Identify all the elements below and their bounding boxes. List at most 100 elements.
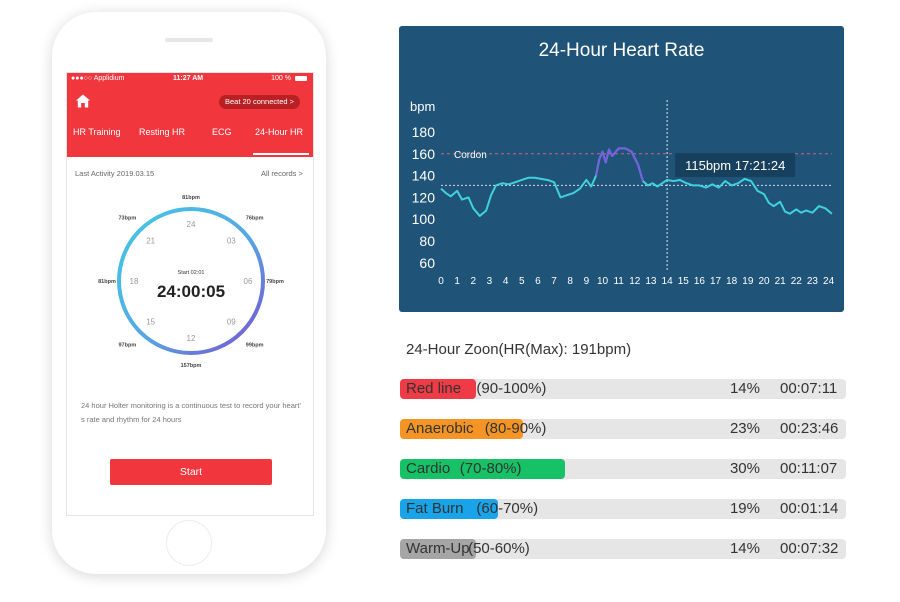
x-tick-label: 11 bbox=[613, 276, 624, 287]
x-tick-label: 8 bbox=[567, 276, 573, 287]
tab-resting-hr[interactable]: Resting HR bbox=[139, 127, 186, 137]
holter-description: 24 hour Holter monitoring is a continuou… bbox=[81, 401, 301, 424]
zone-bar-fill bbox=[400, 499, 499, 519]
zone-bar-track bbox=[400, 379, 846, 399]
carrier-label: ●●●○○ Applidium bbox=[71, 75, 125, 82]
zone-bar-track bbox=[400, 539, 846, 559]
dial-hour-label: 09 bbox=[227, 317, 236, 326]
dial-ring bbox=[117, 207, 265, 355]
zone-bar-track bbox=[400, 499, 846, 519]
x-tick-label: 7 bbox=[551, 276, 557, 287]
zone-percent: 30% bbox=[729, 460, 760, 477]
tab-ecg[interactable]: ECG bbox=[212, 127, 232, 137]
dial-hour-label: 06 bbox=[244, 277, 253, 286]
start-button[interactable]: Start bbox=[110, 459, 272, 485]
zone-bar-fill bbox=[400, 539, 476, 559]
zone-name: Cardio bbox=[406, 460, 451, 477]
zone-percent: 23% bbox=[729, 420, 760, 437]
x-tick-label: 17 bbox=[710, 276, 722, 287]
dial-hour-label: 24 bbox=[187, 220, 196, 229]
dial-bpm-label: 81bpm bbox=[98, 279, 116, 285]
dial-start-label: Start 02:01 bbox=[178, 270, 205, 276]
y-tick-label: 100 bbox=[412, 211, 436, 227]
x-tick-label: 18 bbox=[726, 276, 738, 287]
x-tick-label: 0 bbox=[438, 276, 444, 287]
cursor-tooltip bbox=[675, 153, 796, 177]
dial-bpm-label: 73bpm bbox=[118, 215, 136, 221]
zone-range: (90-100%) bbox=[476, 380, 547, 397]
zone-name: Warm-Up bbox=[406, 540, 470, 557]
x-tick-label: 24 bbox=[823, 276, 835, 287]
dial-bpm-label: 79bpm bbox=[266, 279, 284, 285]
dial-elapsed-time: 24:00:05 bbox=[157, 282, 225, 301]
zone-duration: 00:23:46 bbox=[780, 420, 839, 437]
x-tick-label: 13 bbox=[645, 276, 657, 287]
zone-row: Red line (90-100%) 14% 00:07:11 bbox=[400, 379, 846, 399]
x-tick-label: 14 bbox=[662, 276, 674, 287]
zone-range: (60-70%) bbox=[476, 500, 539, 517]
x-tick-label: 1 bbox=[454, 276, 460, 287]
app-header: ●●●○○ Applidium 11:27 AM 100 % Beat 20 c… bbox=[67, 73, 313, 157]
x-tick-label: 10 bbox=[597, 276, 609, 287]
heart-rate-peak-segment bbox=[595, 147, 644, 182]
dial-bpm-label: 81bpm bbox=[182, 195, 200, 201]
dial-hour-label: 21 bbox=[146, 237, 155, 246]
dial-hour-label: 03 bbox=[227, 237, 236, 246]
status-bar: ●●●○○ Applidium 11:27 AM 100 % bbox=[71, 75, 309, 85]
cordon-label: Cordon bbox=[454, 150, 487, 161]
zone-duration: 00:11:07 bbox=[780, 460, 838, 477]
zone-duration: 00:07:32 bbox=[780, 540, 839, 557]
last-activity-label: Last Activity 2019.03.15 bbox=[75, 169, 155, 178]
x-tick-label: 21 bbox=[775, 276, 787, 287]
dial-hour-label: 12 bbox=[187, 334, 196, 343]
y-tick-label: 80 bbox=[419, 233, 435, 249]
y-axis-label: bpm bbox=[410, 99, 435, 114]
y-tick-label: 60 bbox=[419, 255, 435, 271]
zone-row: Anaerobic (80-90%) 23% 00:23:46 bbox=[400, 419, 846, 439]
zone-bar-fill bbox=[400, 419, 523, 439]
device-connected-badge[interactable]: Beat 20 connected > bbox=[219, 95, 301, 109]
x-tick-label: 20 bbox=[758, 276, 770, 287]
zone-row: Cardio (70-80%) 30% 00:11:07 bbox=[400, 459, 846, 479]
x-tick-label: 12 bbox=[629, 276, 641, 287]
heart-rate-chart-panel: 24-Hour Heart Rate bpm 180 160 140 120 100 80… bbox=[399, 26, 844, 312]
zone-range: (50-60%) bbox=[468, 540, 530, 557]
y-tick-label: 120 bbox=[412, 189, 436, 205]
dial-bpm-label: 99bpm bbox=[246, 343, 264, 349]
zone-row: Warm-Up (50-60%) 14% 00:07:32 bbox=[400, 539, 846, 559]
x-tick-label: 4 bbox=[503, 276, 509, 287]
dial-bpm-label: 97bpm bbox=[118, 343, 136, 349]
zones-title: 24-Hour Zoon(HR(Max): 191bpm) bbox=[406, 341, 632, 358]
status-time: 11:27 AM bbox=[173, 75, 204, 82]
phone-home-button[interactable] bbox=[166, 520, 212, 566]
phone-speaker bbox=[165, 38, 213, 42]
zone-range: (70-80%) bbox=[459, 460, 522, 477]
24-hour-dial: 24 03 06 09 12 15 18 21 81bpm 76bpm 79bpm 99bpm 157b… bbox=[98, 195, 284, 369]
phone-mockup: ●●●○○ Applidium 11:27 AM 100 % Beat 20 c… bbox=[52, 12, 326, 574]
tab-24-hour-hr[interactable]: 24-Hour HR bbox=[255, 127, 304, 137]
x-tick-label: 2 bbox=[471, 276, 477, 287]
home-icon[interactable] bbox=[75, 93, 91, 109]
all-records-link[interactable]: All records > bbox=[261, 169, 303, 178]
zone-name: Anaerobic bbox=[406, 420, 474, 437]
active-tab-indicator bbox=[253, 153, 309, 155]
x-tick-label: 9 bbox=[584, 276, 590, 287]
cursor-tooltip-text: 115bpm 17:21:24 bbox=[685, 158, 785, 173]
dial-hour-label: 18 bbox=[130, 277, 139, 286]
zone-percent: 14% bbox=[729, 380, 760, 397]
y-tick-label: 140 bbox=[412, 168, 436, 184]
zone-duration: 00:07:11 bbox=[780, 380, 838, 397]
zone-row: Fat Burn (60-70%) 19% 00:01:14 bbox=[400, 499, 846, 519]
battery-label: 100 % bbox=[271, 75, 291, 82]
zone-bar-fill bbox=[400, 379, 476, 399]
y-tick-label: 160 bbox=[412, 146, 436, 162]
zone-name: Red line bbox=[406, 380, 462, 397]
x-tick-label: 16 bbox=[694, 276, 706, 287]
x-tick-label: 22 bbox=[791, 276, 803, 287]
zone-percent: 14% bbox=[729, 540, 760, 557]
tab-hr-training[interactable]: HR Training bbox=[73, 127, 121, 137]
phone-screen: ●●●○○ Applidium 11:27 AM 100 % Beat 20 c… bbox=[66, 72, 314, 516]
battery-icon bbox=[295, 76, 307, 81]
x-tick-label: 15 bbox=[678, 276, 690, 287]
